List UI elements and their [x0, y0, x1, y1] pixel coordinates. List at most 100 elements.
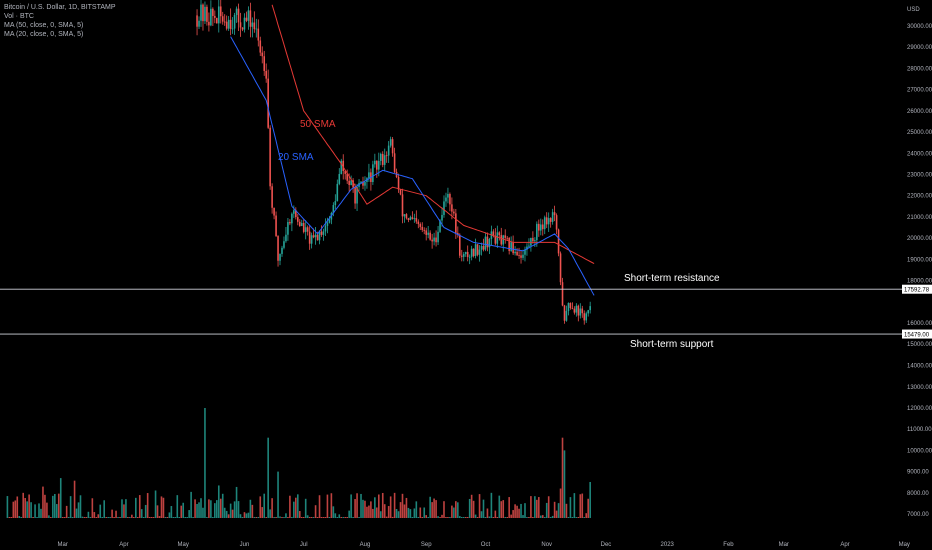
volume-bar [324, 517, 327, 518]
volume-bar [575, 517, 578, 518]
candle-body [585, 313, 588, 321]
volume-bar [579, 494, 582, 518]
volume-bar [42, 486, 44, 518]
candle-body [449, 194, 451, 205]
candle-body [439, 220, 441, 232]
volume-bar [451, 505, 453, 518]
volume-bar [362, 499, 364, 518]
candle-body [407, 218, 410, 221]
volume-bar [65, 505, 68, 518]
volume-bar [528, 517, 530, 518]
ma20-indicator-label[interactable]: MA (20, close, 0, SMA, 5) [4, 31, 84, 38]
candle-body [443, 201, 445, 215]
candle-body [534, 240, 536, 242]
candle-body [565, 310, 568, 321]
candle-body [520, 255, 522, 258]
volume-bar [534, 496, 536, 518]
candle-body [486, 236, 489, 248]
candle-body [225, 21, 228, 29]
candle-body [514, 251, 516, 254]
volume-bar [383, 504, 386, 518]
symbol-title[interactable]: Bitcoin / U.S. Dollar, 1D, BITSTAMP [4, 4, 116, 11]
volume-bar [63, 517, 66, 518]
candle-body [320, 231, 323, 235]
volume-bar [300, 517, 303, 518]
price-tick-label: 28000.00 [907, 66, 932, 72]
candle-body [488, 239, 491, 248]
volume-bar [494, 510, 497, 518]
volume-bar [364, 500, 366, 518]
candle-body [447, 194, 449, 198]
candle-body [263, 56, 266, 71]
price-axis[interactable]: USD 30000.00 29000.00 28000.00 27000.00 2600… [907, 7, 932, 518]
candle-body [502, 235, 505, 245]
volume-bar [16, 496, 19, 518]
candle-body [235, 8, 238, 16]
volume-bar [182, 502, 185, 518]
volume-bar [583, 517, 586, 518]
candle-body [451, 204, 453, 212]
volume-bar [502, 500, 505, 518]
volume-bar [411, 517, 414, 518]
candle-body [417, 221, 420, 225]
candle-body [336, 183, 339, 202]
volume-bars [6, 408, 591, 518]
candle-body [528, 245, 530, 247]
volume-bar [71, 517, 74, 518]
volume-bar [302, 517, 305, 518]
volume-bar [413, 508, 416, 518]
ma50-indicator-label[interactable]: MA (50, close, 0, SMA, 5) [4, 22, 84, 29]
volume-bar [59, 478, 62, 518]
time-tick-label: Mar [779, 542, 789, 548]
volume-bar [93, 512, 96, 518]
volume-bar [277, 471, 279, 518]
candle-body [498, 232, 501, 236]
volume-bar [235, 486, 238, 518]
volume-bar [142, 517, 145, 518]
candle-body [376, 160, 378, 170]
volume-bar [352, 517, 354, 518]
candle-body [350, 180, 352, 185]
currency-label: USD [907, 7, 920, 13]
volume-bar [239, 514, 242, 518]
volume-bar [360, 493, 362, 518]
volume-bar [340, 517, 343, 518]
volume-indicator-label[interactable]: Vol · BTC [4, 13, 34, 20]
volume-bar [148, 517, 151, 518]
candle-body [437, 231, 439, 243]
time-axis[interactable]: Mar Apr May Jun Jul Aug Sep Oct Nov Dec 2023 Feb Mar… [58, 542, 910, 548]
volume-bar [221, 493, 224, 518]
volume-bar [200, 498, 202, 518]
candle-body [419, 224, 422, 227]
volume-bar [44, 494, 46, 518]
candle-body [508, 238, 510, 251]
candle-body [281, 247, 283, 254]
price-tick-label: 21000.00 [907, 215, 932, 221]
sma50-annotation: 50 SMA [300, 119, 336, 130]
candle-body [589, 306, 591, 311]
candle-body [310, 235, 313, 244]
volume-bar [87, 511, 90, 518]
volume-bar [308, 517, 311, 518]
volume-bar [212, 517, 214, 518]
volume-bar [79, 495, 82, 518]
candle-body [492, 231, 495, 236]
volume-bar [281, 517, 283, 518]
candle-body [504, 235, 507, 238]
volume-bar [478, 494, 481, 518]
candle-body [405, 214, 408, 219]
candle-body [538, 223, 540, 231]
candle-body [283, 241, 285, 248]
volume-bar [453, 507, 455, 518]
volume-bar [204, 408, 206, 518]
volume-bar [14, 500, 17, 518]
volume-bar [443, 501, 445, 518]
candle-body [267, 78, 269, 128]
candle-body [302, 222, 305, 232]
volume-bar [20, 517, 23, 518]
volume-bar [385, 516, 388, 518]
price-tick-label: 10000.00 [907, 448, 932, 454]
candle-body [291, 213, 293, 224]
volume-bar [332, 506, 335, 518]
